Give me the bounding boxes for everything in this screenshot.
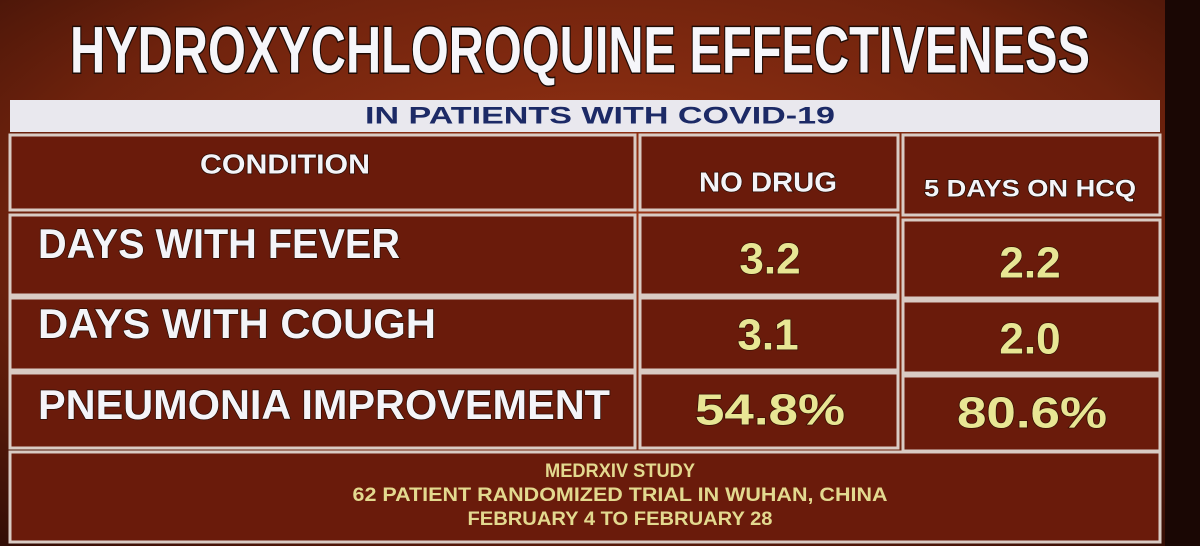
column-header: 5 DAYS ON HCQ (924, 175, 1136, 202)
cell-value: 2.2 (999, 239, 1060, 288)
row-label: DAYS WITH FEVER (38, 220, 400, 267)
subtitle: IN PATIENTS WITH COVID-19 (365, 102, 835, 129)
column-header: CONDITION (200, 148, 370, 179)
header-cell (901, 133, 1162, 217)
row-cell (638, 371, 900, 450)
cell-value: 3.2 (739, 235, 800, 284)
cell-value: 80.6% (957, 389, 1107, 438)
row-label: DAYS WITH COUGH (38, 300, 436, 347)
row-cell (638, 213, 900, 297)
column-header: NO DRUG (699, 166, 837, 197)
row-cell (8, 296, 637, 372)
table: CONDITION NO DRUG 5 DAYS ON HCQ DAYS WIT… (8, 133, 1162, 453)
subtitle-band (10, 100, 1160, 132)
cell-value: 3.1 (737, 311, 798, 360)
row-cell (901, 299, 1162, 375)
footer-line: FEBRUARY 4 TO FEBRUARY 28 (468, 509, 773, 530)
row-cell (638, 296, 900, 372)
row-cell (8, 213, 637, 297)
footer-line: MEDRXIV STUDY (545, 461, 695, 482)
header-cell (638, 133, 900, 212)
cell-value: 54.8% (695, 386, 845, 435)
screen-edge (1165, 0, 1200, 546)
row-label: PNEUMONIA IMPROVEMENT (38, 381, 610, 428)
row-cell (901, 374, 1162, 453)
header-cell (8, 133, 637, 212)
row-cell (8, 371, 637, 450)
title: HYDROXYCHLOROQUINE EFFECTIVENESS (70, 12, 1090, 86)
cell-value: 2.0 (999, 315, 1060, 364)
footer-line: 62 PATIENT RANDOMIZED TRIAL IN WUHAN, CH… (353, 485, 888, 506)
row-cell (901, 218, 1162, 300)
footer-box (8, 450, 1162, 544)
